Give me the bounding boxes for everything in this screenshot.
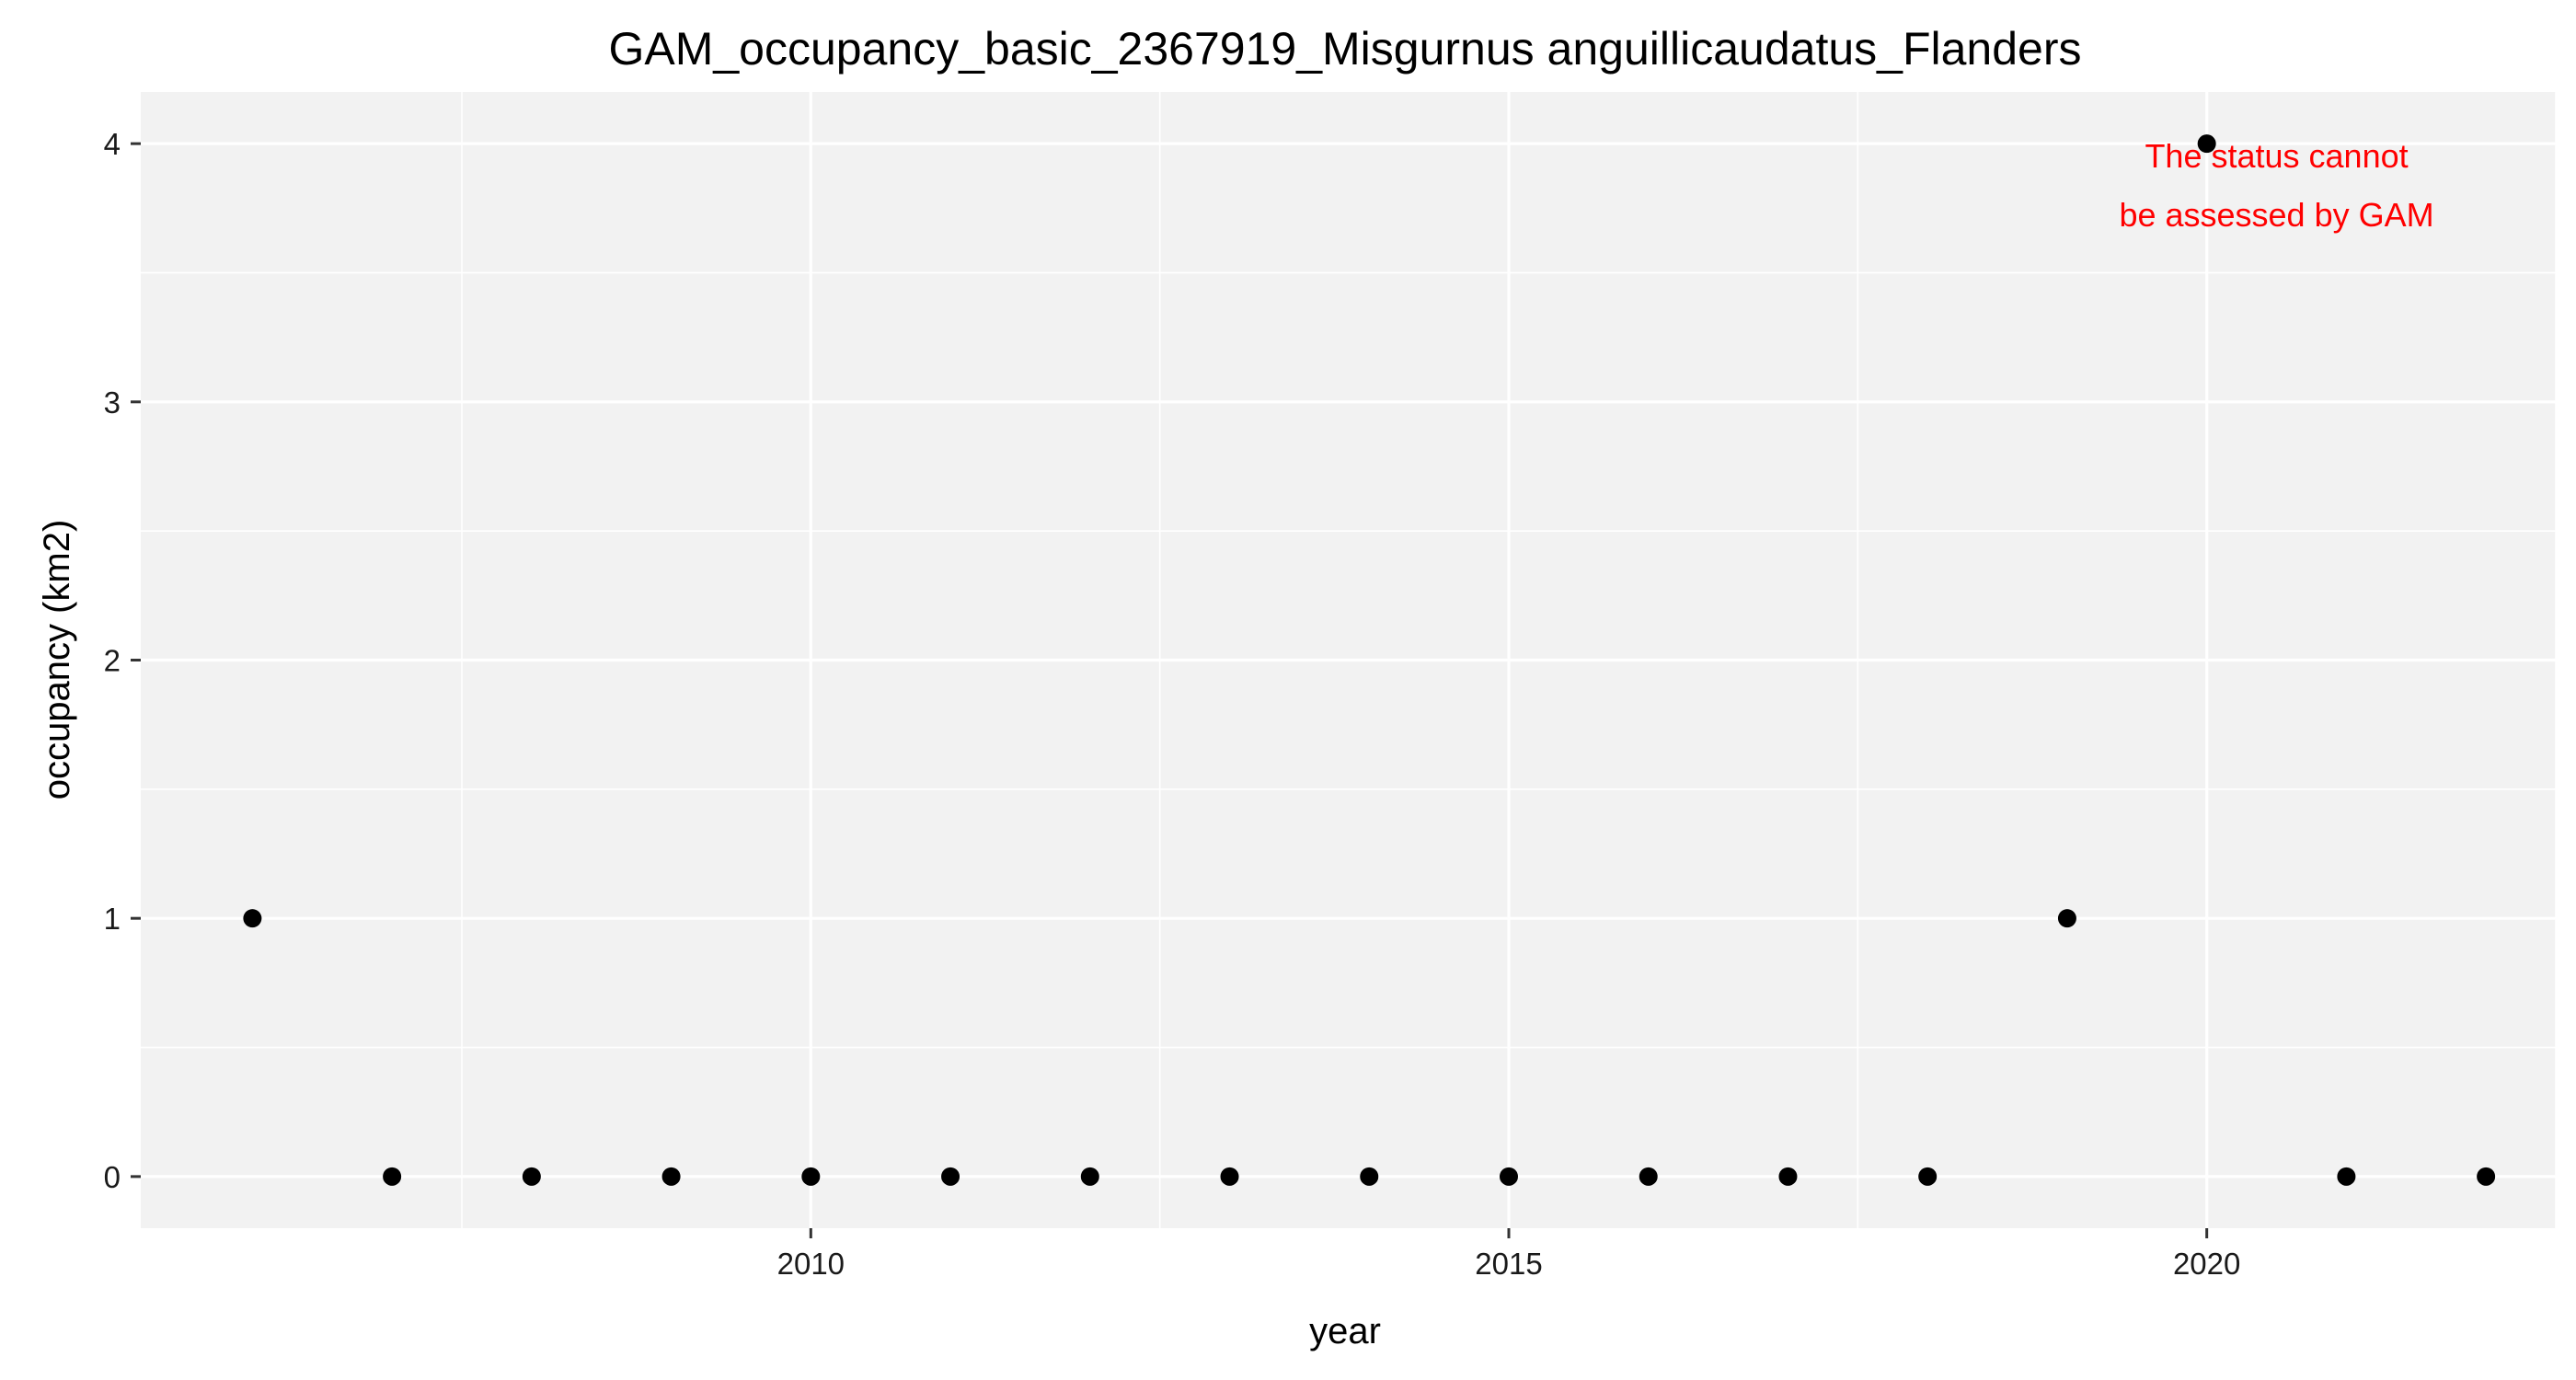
x-tick-label: 2020 (2173, 1247, 2240, 1281)
data-point (243, 909, 262, 928)
data-point (1080, 1167, 1099, 1186)
data-point (1918, 1167, 1938, 1186)
chart-title: GAM_occupancy_basic_2367919_Misgurnus an… (608, 23, 2081, 75)
data-point (1220, 1167, 1239, 1186)
data-point (1778, 1167, 1798, 1186)
data-point (661, 1167, 681, 1186)
data-point (2477, 1167, 2496, 1186)
data-point (941, 1167, 960, 1186)
x-tick-label: 2010 (777, 1247, 845, 1281)
x-tick-label: 2015 (1475, 1247, 1542, 1281)
y-axis: 0 1 2 3 4 (104, 127, 141, 1194)
annotation-line: be assessed by GAM (2119, 196, 2433, 234)
minor-gridlines (141, 92, 2557, 1228)
y-tick-label: 4 (104, 127, 121, 161)
y-tick-label: 2 (104, 644, 121, 678)
y-axis-title: occupancy (km2) (37, 520, 77, 800)
x-axis-title: year (1309, 1311, 1381, 1351)
data-point (2337, 1167, 2356, 1186)
data-point (383, 1167, 402, 1186)
data-point (1360, 1167, 1379, 1186)
y-tick-label: 1 (104, 902, 121, 936)
major-gridlines (141, 92, 2556, 1228)
status-annotation: The status cannot be assessed by GAM (2119, 137, 2433, 234)
data-point (1499, 1167, 1518, 1186)
data-point (2197, 134, 2216, 154)
y-tick-label: 0 (104, 1160, 121, 1194)
data-point (2057, 909, 2076, 928)
data-point (801, 1167, 821, 1186)
y-tick-label: 3 (104, 385, 121, 420)
data-point (522, 1167, 541, 1186)
x-axis: 2010 2015 2020 (777, 1228, 2240, 1281)
data-point (1639, 1167, 1658, 1186)
data-points (243, 134, 2496, 1186)
annotation-line: The status cannot (2145, 137, 2408, 175)
